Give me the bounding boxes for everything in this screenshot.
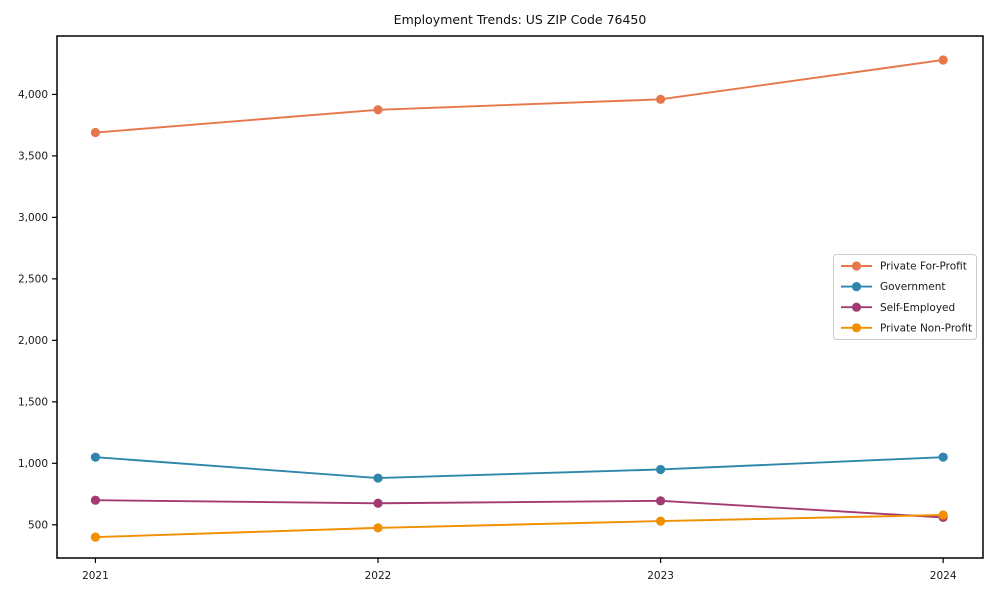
y-tick-label: 4,000	[18, 89, 48, 101]
series-line-self-employed	[94, 499, 945, 519]
legend-label-government: Government	[880, 281, 945, 293]
x-tick-label: 2023	[647, 570, 674, 582]
series-marker-private-for-profit	[90, 127, 101, 138]
series-marker-private-for-profit	[373, 105, 383, 115]
series-marker-private-non-profit	[655, 516, 666, 526]
series-marker-government	[938, 452, 948, 462]
series-marker-private-non-profit	[373, 523, 383, 533]
x-tick-label: 2024	[930, 570, 957, 582]
series-marker-government	[90, 452, 101, 462]
series-marker-government	[373, 473, 383, 483]
chart-title: Employment Trends: US ZIP Code 76450	[393, 12, 647, 27]
series-marker-private-non-profit	[90, 532, 101, 542]
legend-marker-private-for-profit	[851, 261, 862, 271]
series-marker-private-non-profit	[938, 510, 948, 520]
legend-label-self-employed: Self-Employed	[880, 302, 955, 314]
x-tick-label: 2022	[365, 570, 392, 582]
y-tick-label: 1,500	[18, 396, 48, 408]
series-marker-government	[655, 464, 666, 475]
legend-marker-self-employed	[851, 302, 862, 312]
y-tick-label: 3,500	[18, 150, 48, 162]
legend: Private For-Profit Government Self-Employe…	[833, 254, 977, 340]
series-marker-private-for-profit	[655, 94, 666, 104]
y-tick-label: 500	[28, 519, 48, 531]
legend-label-private-non-profit: Private Non-Profit	[880, 322, 972, 334]
series-marker-self-employed	[373, 498, 383, 508]
legend-marker-private-non-profit	[851, 323, 862, 333]
y-tick-label: 2,000	[18, 335, 48, 347]
y-tick-label: 2,500	[18, 273, 48, 285]
series-line-private-for-profit	[94, 59, 945, 134]
legend-marker-government	[851, 282, 862, 292]
x-tick-label: 2021	[82, 570, 109, 582]
series-line-private-non-profit	[94, 514, 945, 539]
legend-box	[833, 254, 977, 340]
series-marker-self-employed	[90, 495, 101, 505]
plot-frame	[56, 35, 984, 559]
series-marker-private-for-profit	[938, 55, 948, 65]
y-tick-label: 1,000	[18, 458, 48, 470]
series-line-government	[94, 456, 945, 480]
series-marker-self-employed	[655, 496, 666, 506]
legend-label-private-for-profit: Private For-Profit	[880, 261, 967, 273]
y-tick-label: 3,000	[18, 212, 48, 224]
